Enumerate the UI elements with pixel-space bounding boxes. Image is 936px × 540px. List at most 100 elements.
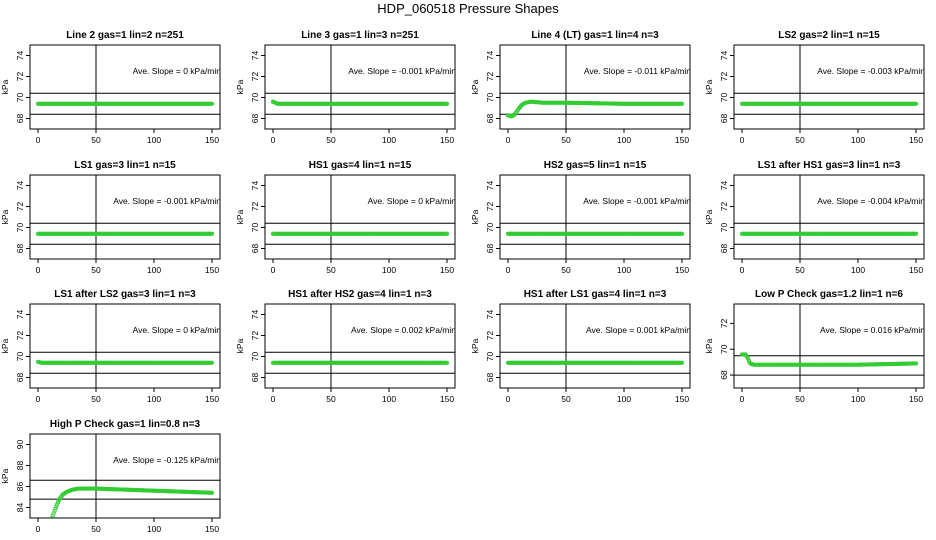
data-point <box>913 361 919 366</box>
y-tick-label: 68 <box>719 114 729 124</box>
x-tick-label: 0 <box>506 135 511 145</box>
y-tick-label: 72 <box>250 202 260 212</box>
plot-frame <box>499 44 691 130</box>
y-axis-label: kPa <box>470 79 480 94</box>
slope-annotation: Ave. Slope = 0.002 kPa/min <box>351 325 456 335</box>
y-tick-label: 74 <box>15 181 25 191</box>
y-tick-label: 72 <box>719 318 729 328</box>
y-axis-label: kPa <box>704 79 714 94</box>
chart-title: Line 4 (LT) gas=1 lin=4 n=3 <box>531 30 659 41</box>
x-tick-label: 50 <box>561 265 571 275</box>
x-tick-label: 50 <box>91 135 101 145</box>
chart-title: HS1 after HS2 gas=4 lin=1 n=3 <box>288 289 432 300</box>
x-tick-label: 150 <box>909 135 923 145</box>
y-tick-label: 68 <box>719 244 729 254</box>
data-series <box>270 360 450 365</box>
y-tick-label: 74 <box>485 51 495 61</box>
data-point <box>444 101 450 106</box>
y-tick-label: 70 <box>719 223 729 233</box>
x-tick-label: 0 <box>506 265 511 275</box>
data-point <box>679 101 685 106</box>
chart-title: LS1 gas=3 lin=1 n=15 <box>74 160 176 171</box>
chart-title: Low P Check gas=1.2 lin=1 n=6 <box>755 289 903 300</box>
y-tick-label: 74 <box>15 51 25 61</box>
y-tick-label: 74 <box>719 51 729 61</box>
slope-annotation: Ave. Slope = 0.016 kPa/min <box>820 325 925 335</box>
slope-annotation: Ave. Slope = -0.004 kPa/min <box>817 196 925 206</box>
data-series <box>739 231 919 236</box>
y-tick-label: 70 <box>250 93 260 103</box>
data-point <box>746 356 751 361</box>
y-tick-label: 68 <box>485 373 495 383</box>
y-tick-label: 74 <box>15 310 25 320</box>
x-tick-label: 0 <box>740 394 745 404</box>
y-tick-label: 70 <box>719 344 729 354</box>
plot-frame <box>499 174 691 260</box>
chart-panel: Line 4 (LT) gas=1 lin=4 n=3 Ave. Slope = … <box>470 30 691 145</box>
data-point <box>444 231 450 236</box>
slope-annotation: Ave. Slope = -0.125 kPa/min <box>113 455 221 465</box>
x-tick-label: 0 <box>740 135 745 145</box>
x-tick-label: 50 <box>326 394 336 404</box>
y-tick-label: 70 <box>485 223 495 233</box>
x-tick-label: 100 <box>617 265 631 275</box>
chart-panel: High P Check gas=1 lin=0.8 n=3 Ave. Slope… <box>0 419 221 534</box>
x-tick-label: 0 <box>271 135 276 145</box>
y-axis-label: kPa <box>235 338 245 353</box>
x-tick-label: 100 <box>147 394 161 404</box>
x-tick-label: 150 <box>675 394 689 404</box>
chart-panel: HS1 gas=4 lin=1 n=15 Ave. Slope = 0 kPa/m… <box>235 160 456 275</box>
plot-frame <box>733 303 925 389</box>
y-tick-label: 74 <box>250 51 260 61</box>
x-tick-label: 150 <box>909 265 923 275</box>
x-tick-label: 100 <box>382 135 396 145</box>
y-tick-label: 72 <box>485 72 495 82</box>
x-tick-label: 100 <box>617 135 631 145</box>
y-tick-label: 70 <box>15 352 25 362</box>
data-series <box>270 99 450 106</box>
x-tick-label: 50 <box>795 265 805 275</box>
y-tick-label: 72 <box>250 331 260 341</box>
plot-frame <box>29 303 221 389</box>
x-tick-label: 50 <box>795 135 805 145</box>
chart-title: High P Check gas=1 lin=0.8 n=3 <box>50 419 201 430</box>
data-series <box>505 99 685 119</box>
slope-annotation: Ave. Slope = -0.001 kPa/min <box>348 66 456 76</box>
x-tick-label: 0 <box>271 265 276 275</box>
data-point <box>50 513 55 518</box>
y-tick-label: 68 <box>250 373 260 383</box>
x-tick-label: 100 <box>851 265 865 275</box>
plot-frame <box>733 174 925 260</box>
y-tick-label: 72 <box>485 331 495 341</box>
x-tick-label: 100 <box>617 394 631 404</box>
x-tick-label: 150 <box>675 135 689 145</box>
data-series <box>49 486 215 518</box>
y-tick-label: 70 <box>250 223 260 233</box>
x-tick-label: 150 <box>205 265 219 275</box>
plot-frame <box>733 44 925 130</box>
data-series <box>739 101 919 106</box>
data-series <box>505 231 685 236</box>
y-axis-label: kPa <box>704 338 714 353</box>
chart-panel: HS1 after HS2 gas=4 lin=1 n=3 Ave. Slope … <box>235 289 456 404</box>
x-tick-label: 50 <box>91 265 101 275</box>
y-tick-label: 74 <box>719 181 729 191</box>
x-tick-label: 50 <box>795 394 805 404</box>
x-tick-label: 0 <box>36 524 41 534</box>
y-axis-label: kPa <box>235 79 245 94</box>
chart-panel: LS1 after LS2 gas=3 lin=1 n=3 Ave. Slope … <box>0 289 221 404</box>
y-tick-label: 70 <box>15 223 25 233</box>
data-point <box>209 490 215 495</box>
y-tick-label: 72 <box>15 331 25 341</box>
x-tick-label: 50 <box>326 265 336 275</box>
plot-frame <box>264 303 456 389</box>
plot-frame <box>264 44 456 130</box>
data-point <box>53 506 58 511</box>
plot-frame <box>499 303 691 389</box>
x-tick-label: 150 <box>440 265 454 275</box>
y-tick-label: 74 <box>250 310 260 320</box>
slope-annotation: Ave. Slope = 0.001 kPa/min <box>586 325 691 335</box>
x-tick-label: 150 <box>205 135 219 145</box>
x-tick-label: 50 <box>91 394 101 404</box>
